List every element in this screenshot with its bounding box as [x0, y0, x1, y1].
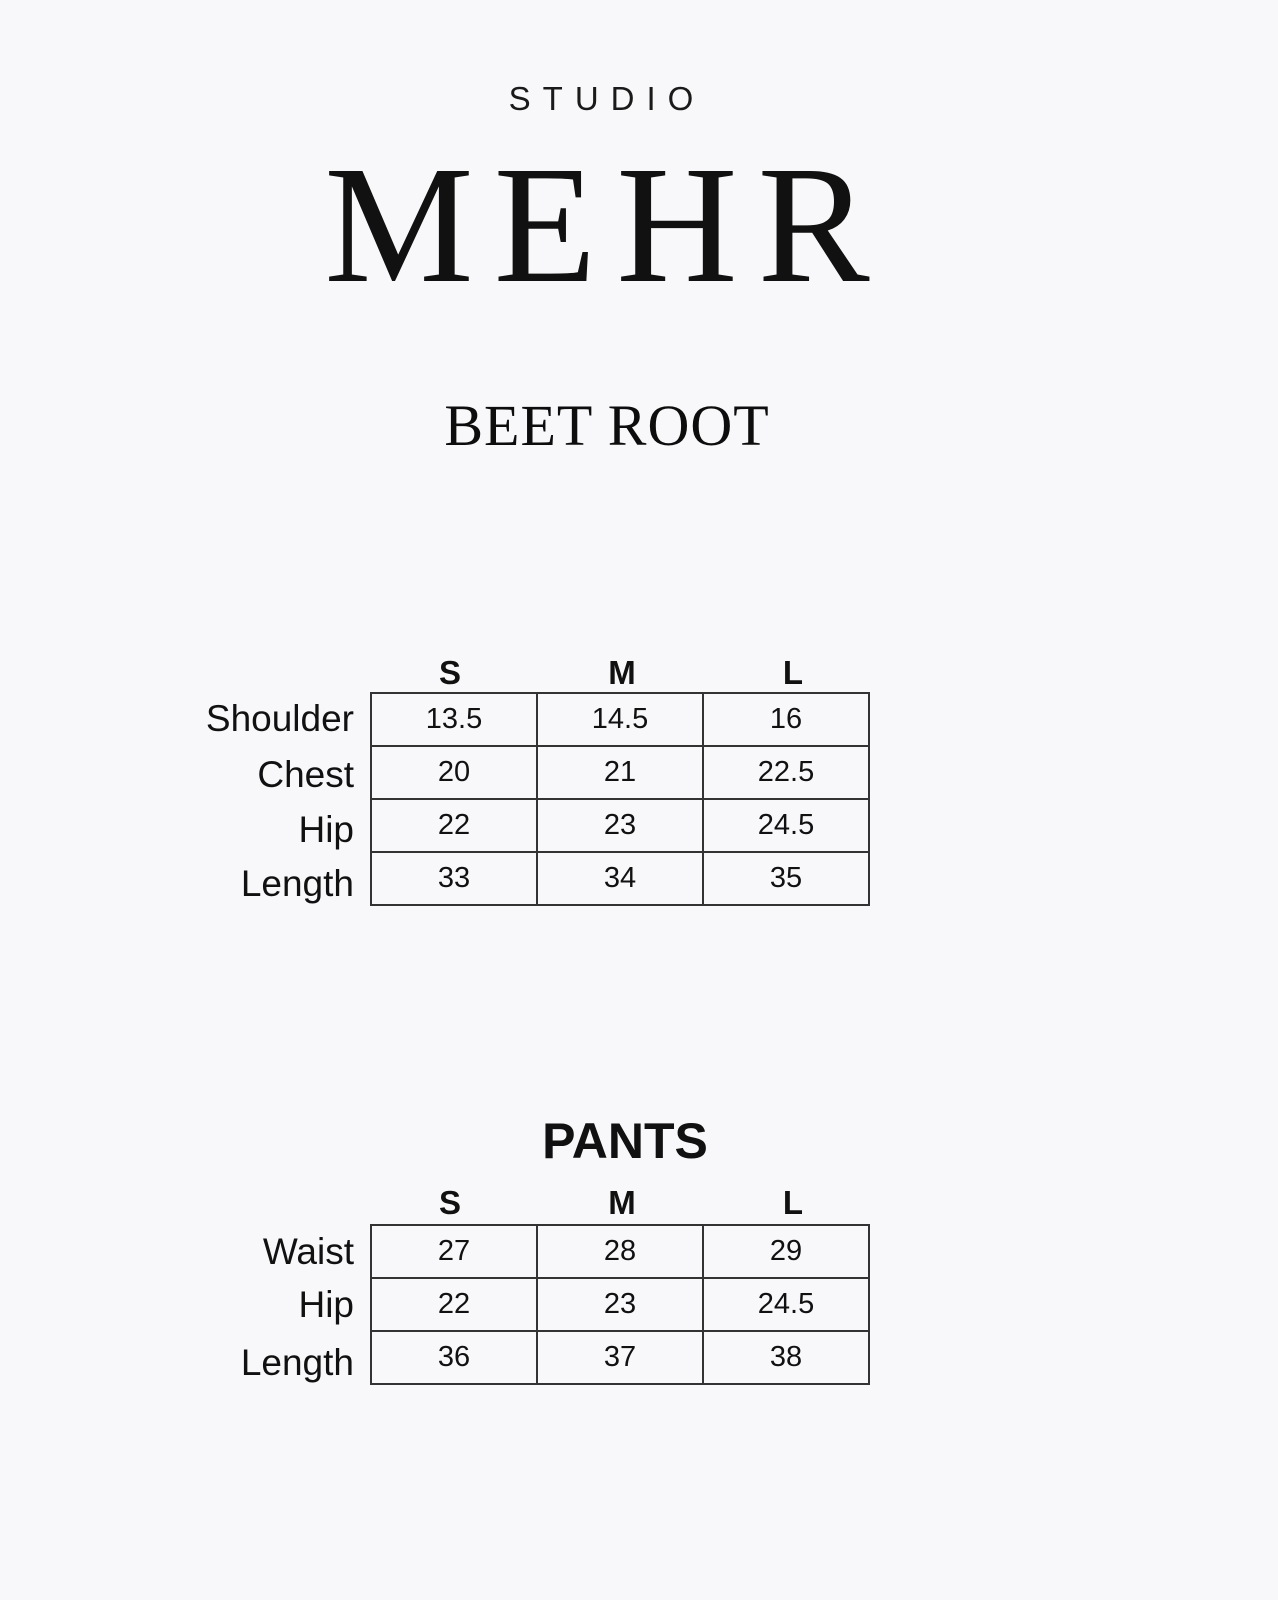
table-row: 13.5 14.5 16 — [370, 692, 870, 747]
row-label-length: Length — [240, 1342, 354, 1383]
table-cell: 16 — [702, 692, 870, 747]
size-header-l: L — [782, 1184, 804, 1221]
table-cell: 22 — [370, 1277, 538, 1332]
brand-studio-text: STUDIO — [508, 80, 706, 117]
row-label-length: Length — [240, 863, 354, 904]
table-cell: 35 — [702, 851, 870, 906]
table-row: 20 21 22.5 — [370, 745, 870, 800]
size-header-m: M — [608, 1184, 636, 1221]
table-cell: 22 — [370, 798, 538, 853]
table-cell: 29 — [702, 1224, 870, 1279]
table-cell: 36 — [370, 1330, 538, 1385]
brand-logo: MEHR — [324, 132, 890, 318]
row-label-shoulder: Shoulder — [205, 698, 354, 739]
table-cell: 28 — [536, 1224, 704, 1279]
row-label-chest: Chest — [257, 754, 354, 795]
table-cell: 38 — [702, 1330, 870, 1385]
row-label-waist: Waist — [262, 1231, 354, 1272]
table-cell: 22.5 — [702, 745, 870, 800]
table-cell: 37 — [536, 1330, 704, 1385]
table-cell: 23 — [536, 1277, 704, 1332]
size-header-l: L — [782, 654, 804, 691]
table-cell: 13.5 — [370, 692, 538, 747]
table-row: 36 37 38 — [370, 1330, 870, 1385]
table-cell: 34 — [536, 851, 704, 906]
size-header-m: M — [608, 654, 636, 691]
table-cell: 14.5 — [536, 692, 704, 747]
table-row: 27 28 29 — [370, 1224, 870, 1279]
table-cell: 23 — [536, 798, 704, 853]
size-header-s: S — [438, 1184, 461, 1221]
table-row: 22 23 24.5 — [370, 1277, 870, 1332]
table-cell: 21 — [536, 745, 704, 800]
row-label-hip: Hip — [298, 809, 354, 850]
table-row: 33 34 35 — [370, 851, 870, 906]
table-cell: 24.5 — [702, 1277, 870, 1332]
table-row: 22 23 24.5 — [370, 798, 870, 853]
table-cell: 24.5 — [702, 798, 870, 853]
pants-size-table: 27 28 29 22 23 24.5 36 37 38 — [370, 1224, 870, 1385]
top-size-table: 13.5 14.5 16 20 21 22.5 22 23 24.5 33 34 35 — [370, 692, 870, 906]
size-header-s: S — [438, 654, 461, 691]
collection-title: BEET ROOT — [444, 393, 770, 458]
pants-title: PANTS — [542, 1113, 708, 1169]
table-cell: 33 — [370, 851, 538, 906]
table-cell: 20 — [370, 745, 538, 800]
table-cell: 27 — [370, 1224, 538, 1279]
row-label-hip: Hip — [298, 1284, 354, 1325]
